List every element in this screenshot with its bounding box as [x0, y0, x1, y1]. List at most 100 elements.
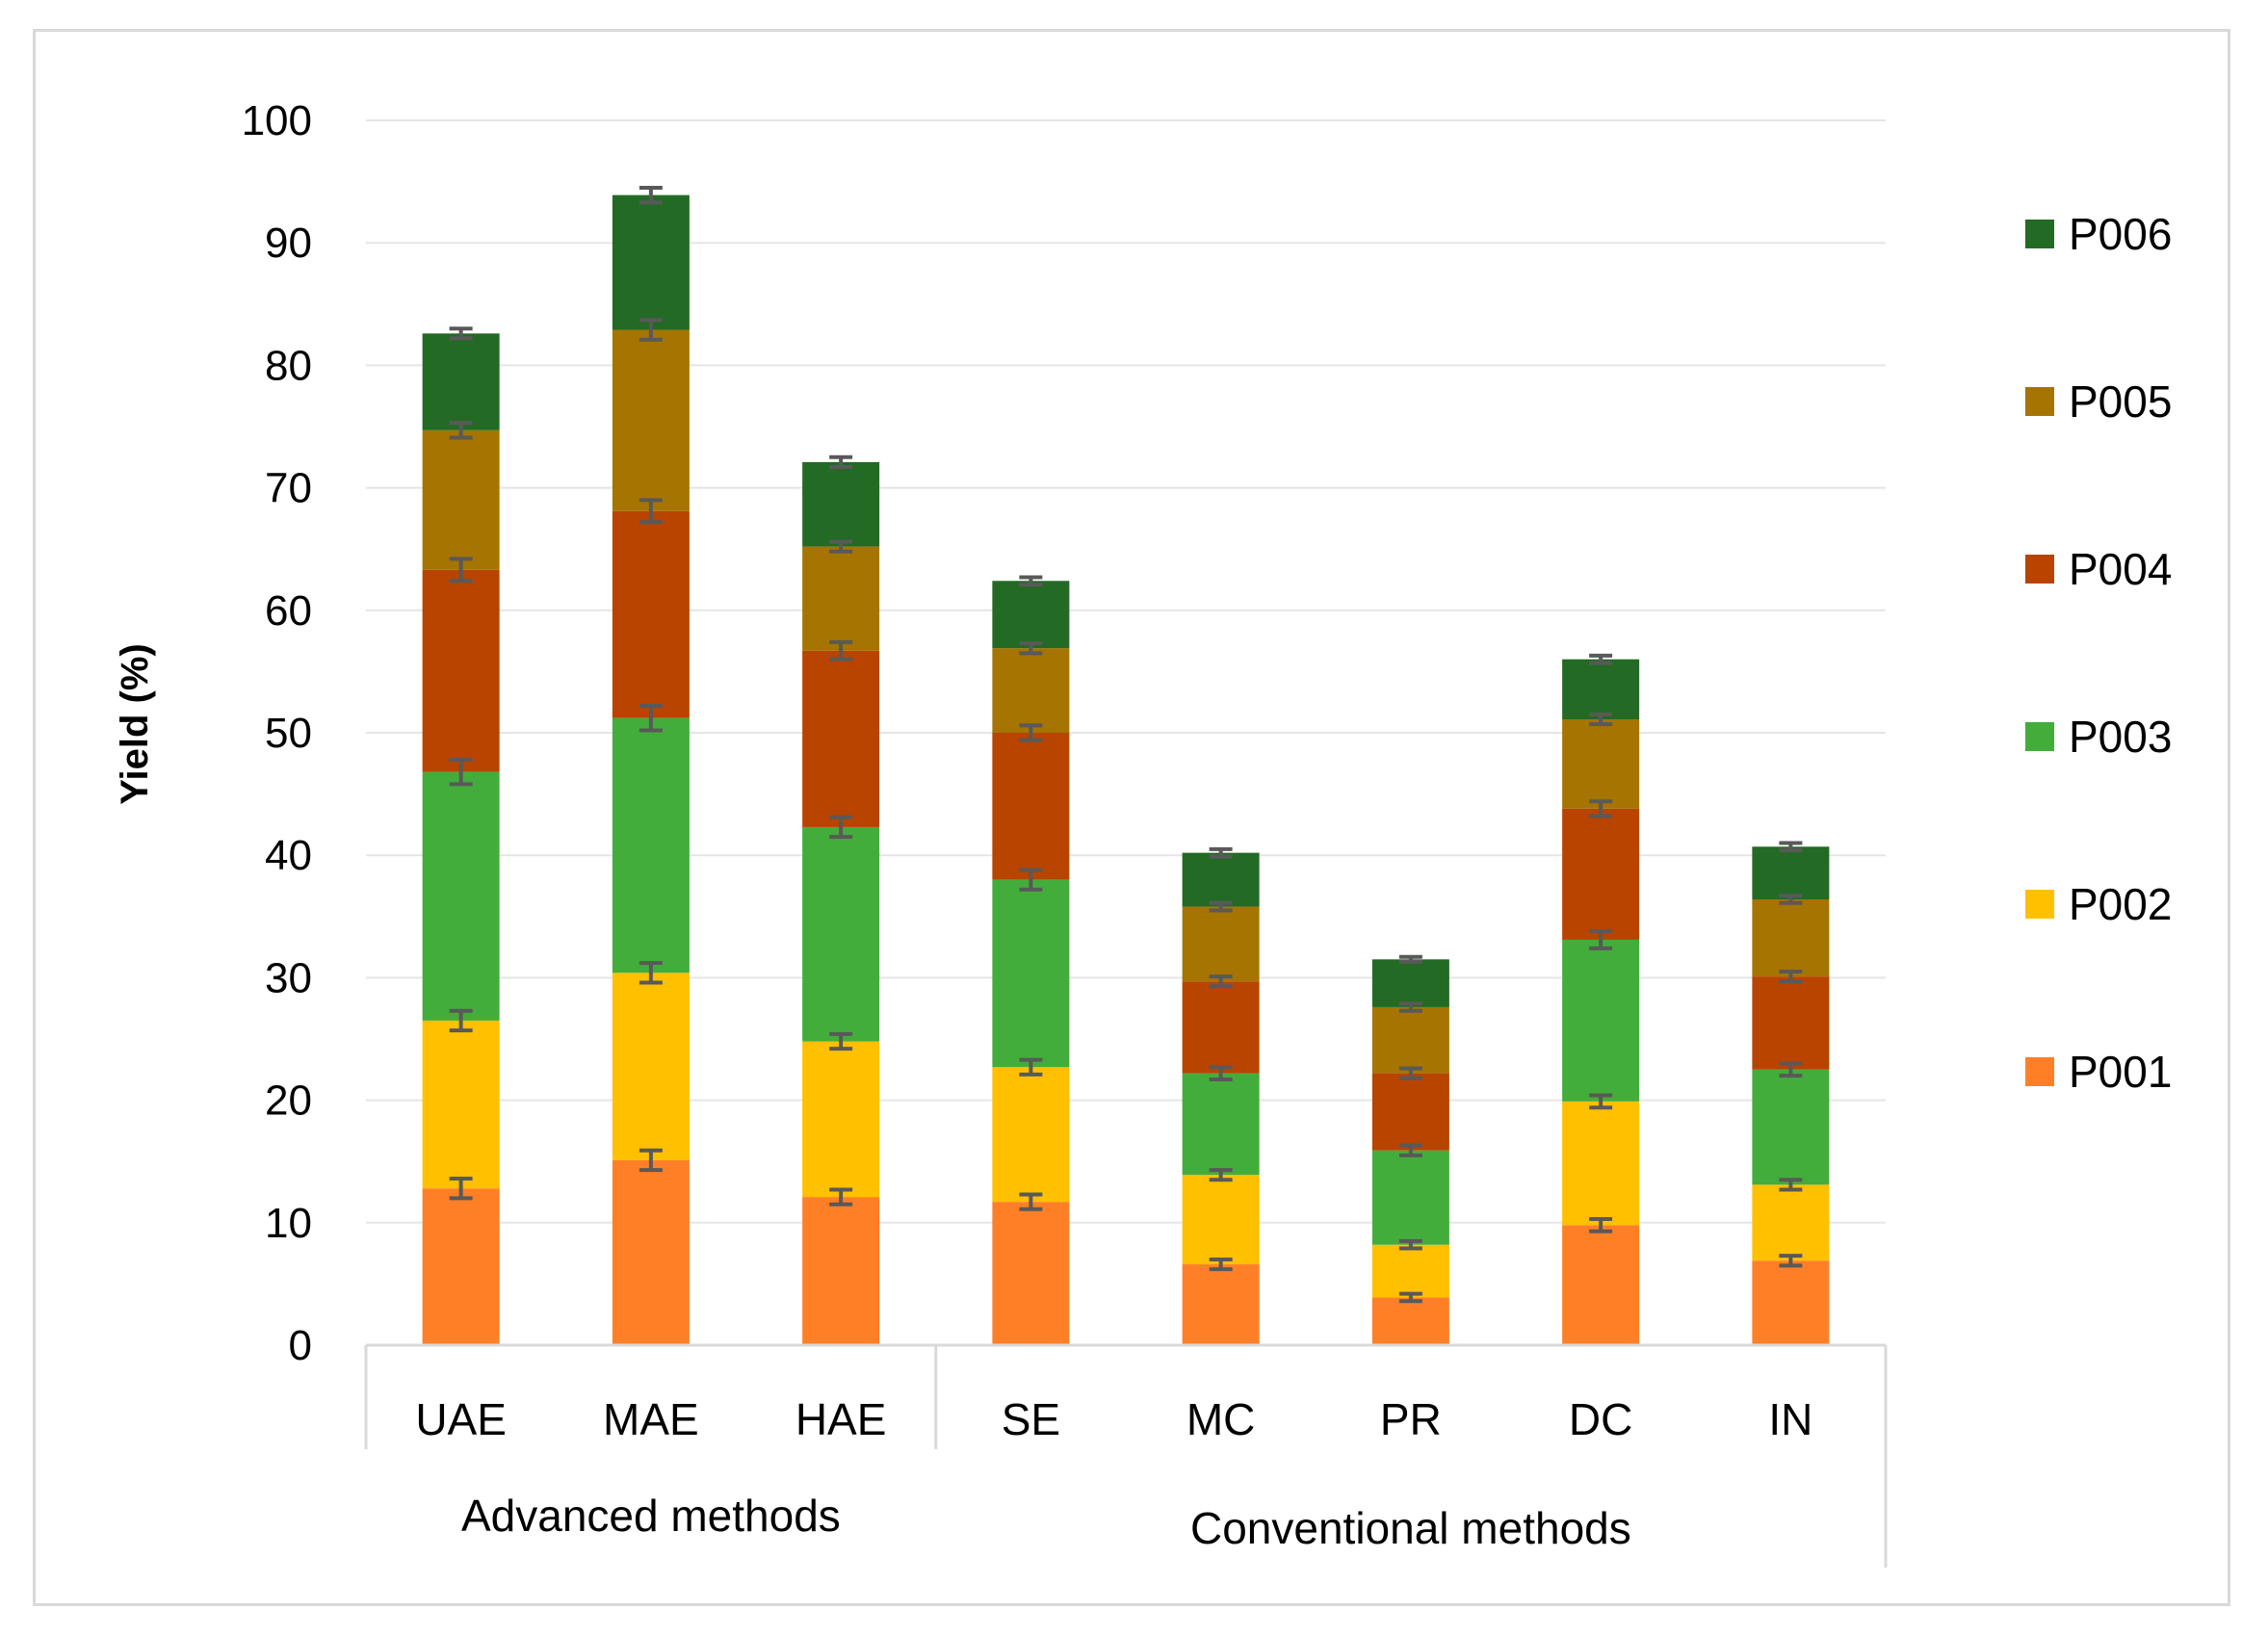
- legend-label: P004: [2069, 544, 2172, 594]
- bar-segment-p006: [1752, 846, 1830, 899]
- error-bar: [1019, 1192, 1043, 1211]
- y-axis-ticks: 0 10 20 30 40 50 60 70 80 90 100: [242, 97, 312, 1369]
- bar-segment-p001: [802, 1197, 880, 1345]
- error-bars: [449, 185, 1803, 1304]
- bar-segment-p003: [1371, 1150, 1449, 1245]
- error-bar: [829, 1031, 853, 1051]
- y-tick-label: 70: [265, 465, 312, 512]
- x-tick-label: MAE: [603, 1394, 699, 1444]
- bar-segment-p006: [1371, 959, 1449, 1007]
- bar-segment-p001: [992, 1202, 1070, 1345]
- bar-segment-p004: [422, 569, 500, 772]
- x-tick-label: PR: [1380, 1394, 1442, 1444]
- bar-segment-p005: [992, 648, 1070, 733]
- bar-segment-p004: [992, 733, 1070, 880]
- error-bar: [1019, 868, 1043, 892]
- error-bar: [1779, 970, 1803, 984]
- error-bar: [1779, 1061, 1803, 1078]
- bar-segment-p005: [1371, 1006, 1449, 1074]
- error-bar: [639, 961, 663, 985]
- error-bar: [1589, 929, 1613, 950]
- y-tick-label: 30: [265, 954, 312, 1001]
- error-bar: [1209, 1257, 1233, 1272]
- bar-segment-p005: [612, 329, 690, 511]
- error-bar: [1779, 894, 1803, 905]
- error-bar: [1398, 1291, 1422, 1304]
- legend-item: P006: [2025, 209, 2172, 259]
- bar-segment-p001: [422, 1188, 500, 1345]
- y-tick-label: 80: [265, 342, 312, 389]
- bar-segment-p005: [802, 546, 880, 651]
- error-bar: [1209, 1065, 1233, 1081]
- bar-segment-p006: [1562, 659, 1640, 720]
- error-bar: [449, 1008, 473, 1033]
- bar-segment-p003: [422, 771, 500, 1021]
- error-bar: [449, 557, 473, 584]
- error-bar: [1589, 1216, 1613, 1233]
- error-bar: [1398, 1238, 1422, 1251]
- y-tick-label: 100: [242, 97, 312, 144]
- error-bar: [829, 454, 853, 469]
- bar-segment-p002: [422, 1020, 500, 1189]
- bar-segment-p006: [802, 461, 880, 547]
- bar-segment-p004: [1562, 808, 1640, 940]
- legend-label: P003: [2069, 712, 2172, 762]
- bar-segment-p002: [612, 973, 690, 1160]
- bar-segment-p003: [1182, 1073, 1260, 1176]
- error-bar: [449, 1177, 473, 1201]
- error-bar: [1589, 712, 1613, 727]
- y-tick-label: 20: [265, 1077, 312, 1125]
- error-bar: [1589, 1093, 1613, 1110]
- legend-swatch: [2025, 555, 2054, 584]
- legend-item: P001: [2025, 1047, 2172, 1097]
- bar-segment-p006: [1182, 852, 1260, 907]
- error-bar: [1398, 954, 1422, 964]
- legend-item: P004: [2025, 544, 2172, 594]
- legend-swatch: [2025, 1057, 2054, 1086]
- legend-item: P002: [2025, 879, 2172, 929]
- error-bar: [829, 639, 853, 662]
- error-bar: [449, 421, 473, 440]
- bar-segment-p004: [1371, 1073, 1449, 1151]
- bar-segment-p002: [802, 1041, 880, 1198]
- legend-label: P006: [2069, 209, 2172, 259]
- bar-segment-p005: [1182, 906, 1260, 982]
- legend-item: P005: [2025, 376, 2172, 427]
- bar-segment-p005: [1562, 719, 1640, 809]
- error-bar: [1398, 1001, 1422, 1013]
- x-tick-label: DC: [1569, 1394, 1632, 1444]
- group-label: Advanced methods: [461, 1491, 841, 1541]
- bar-segment-p002: [1182, 1175, 1260, 1265]
- legend-label: P002: [2069, 879, 2172, 929]
- bar-segment-p006: [422, 333, 500, 430]
- bar-segment-p001: [1182, 1264, 1260, 1345]
- bar-segment-p002: [1562, 1101, 1640, 1226]
- bar-segment-p006: [992, 581, 1070, 649]
- bar-segment-p004: [802, 650, 880, 827]
- error-bar: [1398, 1143, 1422, 1157]
- error-bar: [639, 498, 663, 525]
- error-bar: [1209, 846, 1233, 859]
- bar-segment-p001: [1752, 1260, 1830, 1345]
- y-tick-label: 90: [265, 220, 312, 267]
- group-label: Conventional methods: [1190, 1503, 1631, 1553]
- legend-item: P003: [2025, 712, 2172, 762]
- bar-segment-p001: [612, 1159, 690, 1345]
- error-bar: [449, 326, 473, 341]
- bar-segment-p006: [612, 195, 690, 330]
- error-bar: [1398, 1066, 1422, 1080]
- x-tick-label: SE: [1002, 1394, 1060, 1444]
- bar-segment-p003: [612, 717, 690, 973]
- error-bar: [1209, 900, 1233, 913]
- error-bar: [1589, 799, 1613, 818]
- error-bar: [639, 1148, 663, 1173]
- bars: [422, 195, 1830, 1345]
- bar-segment-p003: [802, 826, 880, 1042]
- error-bar: [449, 757, 473, 787]
- error-bar: [1209, 1168, 1233, 1182]
- error-bar: [1019, 1057, 1043, 1077]
- error-bar: [1589, 653, 1613, 665]
- error-bar: [1019, 575, 1043, 587]
- error-bar: [1019, 723, 1043, 742]
- bar-segment-p002: [992, 1067, 1070, 1203]
